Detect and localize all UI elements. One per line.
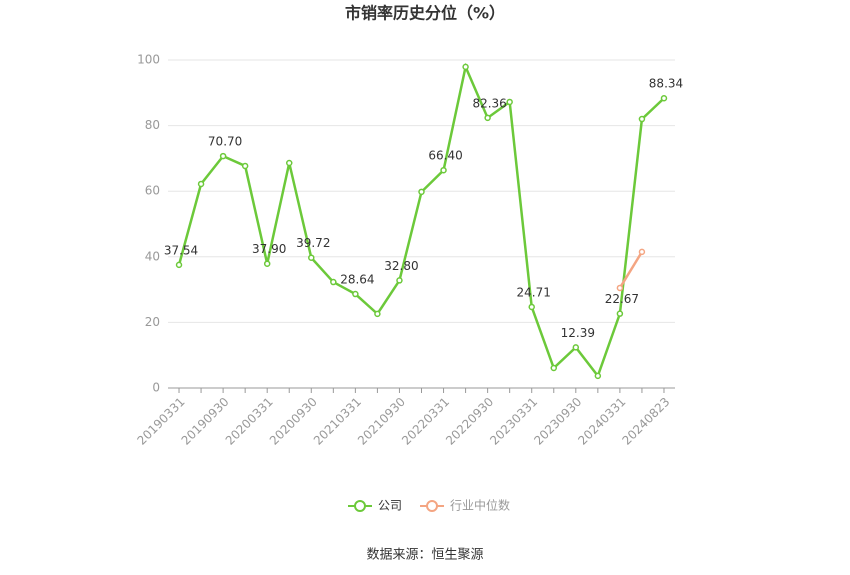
data-point bbox=[330, 278, 337, 286]
series-line bbox=[618, 251, 644, 289]
y-tick-label: 60 bbox=[145, 184, 160, 198]
data-point bbox=[175, 261, 183, 269]
data-label: 37.90 bbox=[252, 242, 286, 256]
data-point bbox=[660, 94, 668, 102]
data-label: 82.36 bbox=[472, 96, 506, 110]
legend-marker bbox=[426, 500, 439, 512]
data-point bbox=[418, 188, 425, 196]
y-tick-label: 20 bbox=[145, 315, 160, 329]
data-point bbox=[308, 254, 315, 261]
data-point bbox=[352, 290, 359, 298]
data-point bbox=[638, 248, 646, 256]
data-label: 24.71 bbox=[517, 285, 551, 299]
y-tick-label: 40 bbox=[145, 249, 160, 263]
y-tick-label: 100 bbox=[137, 53, 160, 67]
data-point bbox=[440, 166, 447, 174]
legend-label: 行业中位数 bbox=[450, 498, 510, 513]
data-label: 70.70 bbox=[208, 135, 242, 149]
data-point bbox=[616, 284, 624, 292]
data-label: 88.34 bbox=[649, 77, 683, 91]
y-tick-label: 80 bbox=[145, 118, 160, 132]
data-point bbox=[285, 159, 293, 167]
data-point bbox=[506, 98, 513, 106]
legend-label: 公司 bbox=[378, 499, 402, 513]
data-point bbox=[396, 277, 403, 284]
y-tick-label: 0 bbox=[152, 381, 160, 395]
x-tick-label: 20240823 bbox=[619, 395, 672, 448]
data-point bbox=[462, 63, 469, 71]
data-label: 22.67 bbox=[605, 292, 639, 306]
data-point bbox=[374, 310, 381, 318]
data-label: 28.64 bbox=[340, 273, 374, 287]
legend-marker bbox=[354, 500, 366, 512]
data-label: 39.72 bbox=[296, 236, 330, 250]
data-label: 66.40 bbox=[428, 149, 462, 163]
data-label: 12.39 bbox=[561, 326, 595, 340]
data-point bbox=[241, 162, 249, 170]
data-point bbox=[572, 344, 580, 351]
data-point bbox=[550, 364, 558, 372]
data-point bbox=[528, 303, 535, 311]
data-point bbox=[616, 310, 624, 317]
data-point bbox=[638, 115, 646, 123]
data-point bbox=[219, 152, 227, 160]
data-label: 32.80 bbox=[384, 259, 418, 273]
data-label: 37.54 bbox=[164, 243, 198, 257]
source: 数据来源：恒生聚源 bbox=[366, 548, 483, 563]
chart-title: 市销率历史分位（%） bbox=[345, 4, 505, 23]
data-point bbox=[263, 260, 271, 267]
data-point bbox=[197, 180, 205, 188]
data-point bbox=[484, 114, 491, 122]
data-point bbox=[594, 372, 602, 380]
